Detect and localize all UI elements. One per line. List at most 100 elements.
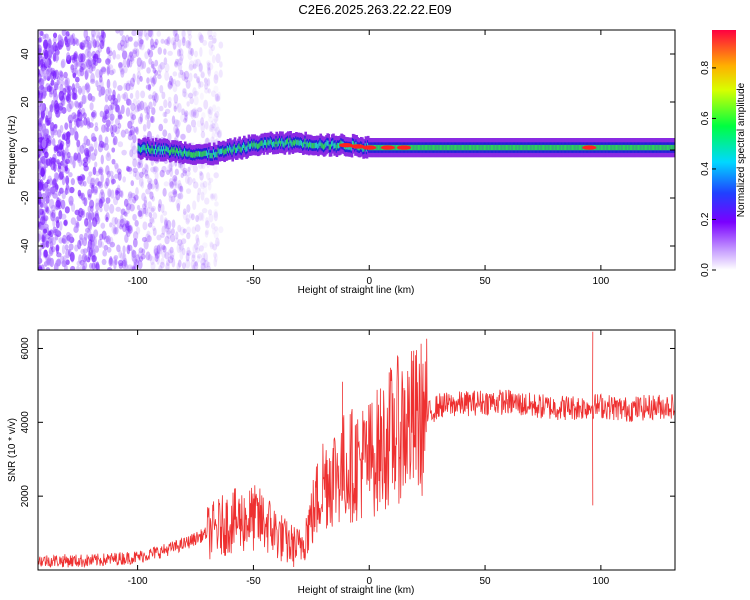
spectrogram-noise-cell <box>108 189 112 198</box>
spectrogram-noise-cell <box>195 215 199 223</box>
spectrogram-noise-cell <box>199 171 204 181</box>
spectrogram-noise-cell <box>151 225 156 232</box>
spectrogram-noise-cell <box>150 183 156 190</box>
spectrogram-noise-cell <box>78 254 83 264</box>
spectrogram-noise-cell <box>130 141 136 151</box>
spectrogram-noise-cell <box>150 166 156 173</box>
spectrogram-noise-cell <box>136 99 141 110</box>
spectrogram-noise-cell <box>39 102 45 112</box>
spectrogram-noise-cell <box>101 124 106 133</box>
spectrogram-noise-cell <box>172 178 177 186</box>
spectrogram-noise-cell <box>101 116 107 123</box>
spectrogram-noise-cell <box>196 255 201 263</box>
spectrogram-noise-cell <box>81 40 86 46</box>
spectrogram-noise-cell <box>179 185 184 195</box>
spectrogram-noise-cell <box>126 227 131 238</box>
spectrogram-noise-cell <box>114 227 119 235</box>
spectrogram-noise-cell <box>175 231 179 240</box>
spectrogram-noise-cell <box>55 54 59 64</box>
spectrogram-noise-cell <box>130 102 136 112</box>
spectrogram-noise-cell <box>59 124 64 134</box>
spectrogram-noise-cell <box>71 112 77 120</box>
spectrogram-noise-cell <box>200 262 206 270</box>
spectrogram-noise-cell <box>192 63 197 70</box>
spectrogram-noise-cell <box>176 49 182 57</box>
spectrogram-noise-cell <box>109 203 115 214</box>
spectrogram-noise-cell <box>216 95 221 102</box>
spectrogram-noise-cell <box>61 190 67 200</box>
spectrogram-noise-cell <box>207 261 211 268</box>
spectrogram-noise-cell <box>164 223 170 233</box>
spectrogram-noise-cell <box>164 63 170 73</box>
spectrogram-noise-cell <box>127 52 134 62</box>
spectrogram-noise-cell <box>49 249 53 255</box>
spectrogram-noise-cell <box>124 233 129 243</box>
spectrogram-noise-cell <box>190 259 196 270</box>
spectrogram-noise-cell <box>110 189 115 199</box>
spectrogram-noise-cell <box>90 132 96 142</box>
spectrogram-noise-cell <box>206 62 211 71</box>
spectrogram-noise-cell <box>132 231 139 241</box>
spectrogram-noise-cell <box>162 210 168 216</box>
spectrogram-noise-cell <box>66 185 71 194</box>
spectrogram-xtick-label: 100 <box>593 276 610 287</box>
spectrogram-noise-cell <box>102 249 108 257</box>
snr-xlabel: Height of straight line (km) <box>298 585 415 596</box>
spectrogram-noise-cell <box>90 30 96 38</box>
spectrogram-noise-cell <box>192 107 198 115</box>
spectrogram-noise-cell <box>51 100 55 109</box>
spectrogram-noise-cell <box>83 30 89 39</box>
spectrogram-noise-cell <box>131 114 137 121</box>
spectrogram-noise-cell <box>99 40 105 50</box>
spectrogram-xtick-label: -50 <box>246 276 261 287</box>
spectrogram-noise-cell <box>204 220 210 229</box>
spectrogram-noise-cell <box>93 229 99 238</box>
spectrogram-ytick-label: -20 <box>20 190 31 205</box>
spectrogram-noise-cell <box>86 120 91 130</box>
spectrogram-noise-cell <box>90 78 96 84</box>
spectrogram-noise-cell <box>187 50 193 61</box>
spectrogram-noise-cell <box>64 206 70 214</box>
spectrogram-noise-cell <box>200 117 204 126</box>
spectrogram-noise-cell <box>213 122 219 132</box>
spectrogram-noise-cell <box>119 218 125 228</box>
spectrogram-noise-cell <box>177 259 182 268</box>
spectrogram-noise-cell <box>38 233 41 243</box>
spectrogram-noise-cell <box>208 106 213 116</box>
spectrogram-noise-cell <box>192 181 199 189</box>
spectrogram-noise-cell <box>149 76 153 83</box>
spectrogram-noise-cell <box>61 133 66 140</box>
spectrogram-noise-cell <box>160 214 164 224</box>
spectrogram-noise-cell <box>198 63 203 73</box>
spectrogram-noise-cell <box>188 212 193 219</box>
spectrogram-noise-cell <box>158 105 164 112</box>
spectrogram-noise-cell <box>145 84 152 90</box>
spectrogram-noise-cell <box>201 208 208 214</box>
spectrogram-noise-cell <box>138 210 144 220</box>
spectrogram-noise-cell <box>103 110 107 117</box>
spectrogram-noise-cell <box>39 216 46 226</box>
spectrogram-noise-cell <box>114 162 119 170</box>
spectrogram-noise-cell <box>84 255 89 262</box>
spectrogram-noise-cell <box>149 179 154 186</box>
spectrogram-noise-cell <box>93 139 98 149</box>
spectrogram-noise-cell <box>94 161 98 168</box>
spectrogram-noise-cell <box>210 44 215 52</box>
spectrogram-noise-cell <box>115 189 119 196</box>
spectrogram-noise-cell <box>123 91 129 102</box>
spectrogram-noise-cell <box>181 30 186 38</box>
spectrogram-noise-cell <box>117 114 123 120</box>
spectrogram-noise-cell <box>61 163 66 174</box>
spectrogram-noise-cell <box>49 104 53 111</box>
spectrogram-noise-cell <box>66 151 71 159</box>
spectrogram-noise-cell <box>130 116 135 125</box>
spectrogram-noise-cell <box>92 166 97 176</box>
spectrogram-noise-cell <box>65 175 70 185</box>
spectrogram-noise-cell <box>45 240 50 248</box>
spectrogram-noise-cell <box>211 35 217 45</box>
spectrogram-noise-cell <box>147 222 153 228</box>
spectrogram-noise-cell <box>173 124 179 134</box>
spectrogram-noise-cell <box>183 117 188 124</box>
spectrogram-noise-cell <box>75 220 80 228</box>
spectrogram-noise-cell <box>114 217 118 225</box>
